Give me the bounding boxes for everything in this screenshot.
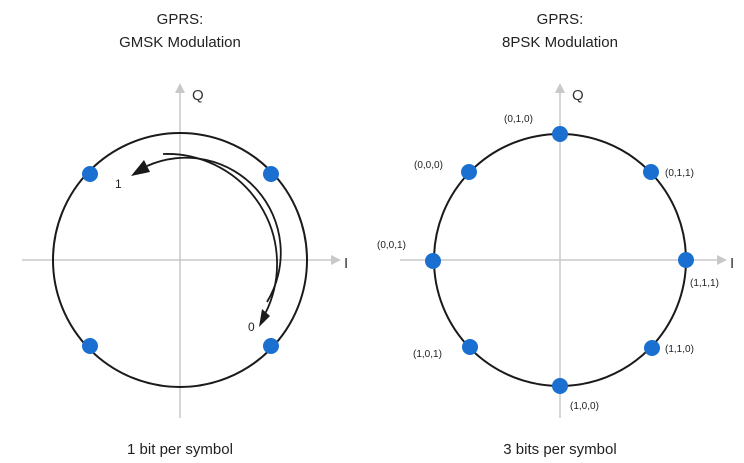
8psk-label-111: (1,1,1): [690, 278, 719, 289]
gmsk-title-line1: GPRS:: [157, 11, 204, 28]
8psk-label-100: (1,0,0): [570, 401, 599, 412]
8psk-i-axis-label: I: [730, 255, 734, 272]
gmsk-bit-label-0: 0: [248, 320, 255, 334]
gmsk-point-lower-left: [82, 338, 98, 354]
8psk-label-000: (0,0,0): [414, 160, 443, 171]
8psk-point-010: [552, 126, 568, 142]
gmsk-arrowhead-bit-0: [259, 309, 270, 327]
gmsk-arrowhead-bit-1: [131, 160, 150, 176]
8psk-caption: 3 bits per symbol: [503, 441, 616, 458]
8psk-point-110: [644, 340, 660, 356]
gmsk-panel: GPRS: GMSK Modulation Q I 1 0 1 bit per …: [22, 11, 348, 458]
8psk-label-010: (0,1,0): [504, 114, 533, 125]
gmsk-caption: 1 bit per symbol: [127, 441, 233, 458]
8psk-label-110: (1,1,0): [665, 344, 694, 355]
8psk-point-000: [461, 164, 477, 180]
gmsk-arc-bit-1: [146, 156, 282, 303]
8psk-point-001: [425, 253, 441, 269]
8psk-label-001: (0,0,1): [377, 240, 406, 251]
8psk-point-100: [552, 378, 568, 394]
gmsk-unit-circle: [52, 132, 308, 388]
gmsk-point-lower-right: [263, 338, 279, 354]
8psk-point-011: [643, 164, 659, 180]
gmsk-title-line2: GMSK Modulation: [119, 34, 241, 51]
gmsk-i-axis-label: I: [344, 255, 348, 272]
8psk-title-line1: GPRS:: [537, 11, 584, 28]
gmsk-arc-bit-0: [162, 153, 278, 315]
8psk-label-101: (1,0,1): [413, 349, 442, 360]
gmsk-q-axis-label: Q: [192, 87, 204, 104]
8psk-panel: GPRS: 8PSK Modulation Q I (0,1,0) (0,1,1…: [377, 11, 734, 458]
8psk-q-axis-label: Q: [572, 87, 584, 104]
8psk-point-111: [678, 252, 694, 268]
gmsk-point-upper-right: [263, 166, 279, 182]
8psk-title-line2: 8PSK Modulation: [502, 34, 618, 51]
8psk-point-101: [462, 339, 478, 355]
gmsk-bit-label-1: 1: [115, 177, 122, 191]
8psk-label-011: (0,1,1): [665, 168, 694, 179]
gmsk-point-upper-left: [82, 166, 98, 182]
